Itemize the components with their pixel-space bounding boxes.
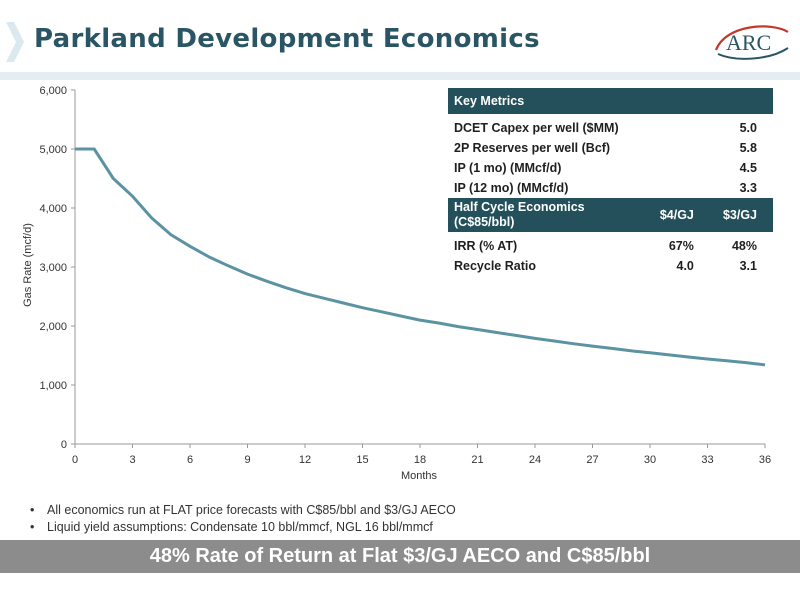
y-axis-label: Gas Rate (mcf/d) <box>22 223 34 307</box>
gas-rate-series-line <box>75 147 766 367</box>
metric-label: IP (1 mo) (MMcf/d) <box>454 161 562 175</box>
economics-header-row: Half Cycle Economics (C$85/bbl) $4/GJ $3/… <box>448 198 773 232</box>
metric-row: DCET Capex per well ($MM) 5.0 <box>448 118 773 138</box>
economics-header: Half Cycle Economics (C$85/bbl) <box>448 198 647 232</box>
economics-row: IRR (% AT) 67% 48% <box>448 236 773 256</box>
x-tick-label: 27 <box>586 454 598 466</box>
metric-value: 3.3 <box>739 181 757 195</box>
economics-row: Recycle Ratio 4.0 3.1 <box>448 256 773 276</box>
x-tick-label: 36 <box>759 454 771 466</box>
y-tick-label: 1,000 <box>39 380 67 392</box>
key-metrics-header-row: Key Metrics <box>448 88 773 114</box>
economics-value-4gj: 67% <box>668 239 694 253</box>
key-metrics-header: Key Metrics <box>448 88 773 114</box>
metric-label: 2P Reserves per well (Bcf) <box>454 141 611 155</box>
x-tick-label: 30 <box>644 454 656 466</box>
x-axis-label: Months <box>401 470 438 482</box>
chevron-icon <box>6 22 24 62</box>
arc-logo: ARC <box>714 25 789 60</box>
metric-value: 5.8 <box>739 141 757 155</box>
note-item: All economics run at FLAT price forecast… <box>30 502 456 519</box>
economics-label: Recycle Ratio <box>454 259 536 273</box>
x-tick-label: 6 <box>187 454 193 466</box>
page-title: Parkland Development Economics <box>34 24 540 54</box>
y-tick-label: 4,000 <box>39 203 67 215</box>
metric-row: IP (12 mo) (MMcf/d) 3.3 <box>448 178 773 198</box>
y-tick-label: 6,000 <box>39 85 67 97</box>
x-tick-label: 18 <box>414 454 426 466</box>
economics-value-3gj: 3.1 <box>739 259 757 273</box>
y-tick-label: 2,000 <box>39 321 67 333</box>
header-rule <box>0 72 800 80</box>
price-4gj-header: $4/GJ <box>646 198 710 232</box>
metric-row: 2P Reserves per well (Bcf) 5.8 <box>448 138 773 158</box>
x-tick-label: 24 <box>529 454 541 466</box>
metric-row: IP (1 mo) (MMcf/d) 4.5 <box>448 158 773 178</box>
logo-text: ARC <box>726 30 771 55</box>
note-item: Liquid yield assumptions: Condensate 10 … <box>30 519 456 536</box>
metric-label: IP (12 mo) (MMcf/d) <box>454 181 569 195</box>
x-tick-label: 33 <box>701 454 713 466</box>
metric-value: 4.5 <box>739 161 757 175</box>
metric-value: 5.0 <box>739 121 757 135</box>
x-tick-label: 0 <box>72 454 78 466</box>
summary-banner: 48% Rate of Return at Flat $3/GJ AECO an… <box>0 540 800 573</box>
x-tick-label: 15 <box>356 454 368 466</box>
x-tick-label: 9 <box>244 454 250 466</box>
series-group <box>75 147 766 367</box>
x-tick-labels: 0 3 6 9 12 15 18 21 24 27 30 33 36 <box>72 444 771 466</box>
y-tick-labels: 0 1,000 2,000 3,000 4,000 5,000 6,000 <box>39 85 75 451</box>
notes-list: All economics run at FLAT price forecast… <box>30 502 456 536</box>
y-tick-label: 3,000 <box>39 262 67 274</box>
x-tick-label: 3 <box>129 454 135 466</box>
key-metrics-table: Key Metrics DCET Capex per well ($MM) 5.… <box>448 88 773 276</box>
price-3gj-header: $3/GJ <box>709 198 773 232</box>
metric-label: DCET Capex per well ($MM) <box>454 121 619 135</box>
economics-label: IRR (% AT) <box>454 239 518 253</box>
x-tick-label: 21 <box>471 454 483 466</box>
y-tick-label: 0 <box>61 439 67 451</box>
economics-value-4gj: 4.0 <box>676 259 694 273</box>
y-tick-label: 5,000 <box>39 144 67 156</box>
economics-value-3gj: 48% <box>731 239 757 253</box>
x-tick-label: 12 <box>299 454 311 466</box>
